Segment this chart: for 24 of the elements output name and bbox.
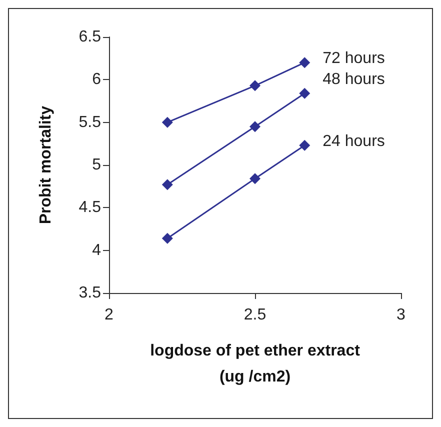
y-tick-label: 6.5 [78, 28, 102, 46]
point [162, 116, 173, 128]
x-tick-label: 2 [104, 306, 114, 324]
y-tick-label: 6 [92, 71, 102, 88]
series-label: 48 hours [322, 70, 385, 88]
series-label: 72 hours [322, 50, 385, 68]
point [299, 57, 310, 68]
y-tick-label: 4.5 [78, 199, 102, 216]
point [250, 80, 260, 92]
point [250, 121, 260, 132]
point [162, 232, 173, 244]
point [250, 173, 260, 184]
x-tick-label: 2.5 [244, 306, 266, 324]
point [299, 140, 310, 151]
series-label: 24 hours [322, 132, 385, 150]
point [299, 88, 310, 99]
y-tick-label: 5 [92, 156, 102, 174]
x-axis-title: logdose of pet ether extract (ug /cm2) [150, 342, 361, 386]
x-tick-label: 3 [396, 306, 406, 324]
y-tick-label: 4 [92, 242, 102, 259]
y-tick-label: 5.5 [78, 114, 102, 131]
y-axis-title: Probit mortality [38, 106, 54, 224]
point [162, 179, 173, 190]
y-tick-label: 3.5 [78, 284, 102, 302]
